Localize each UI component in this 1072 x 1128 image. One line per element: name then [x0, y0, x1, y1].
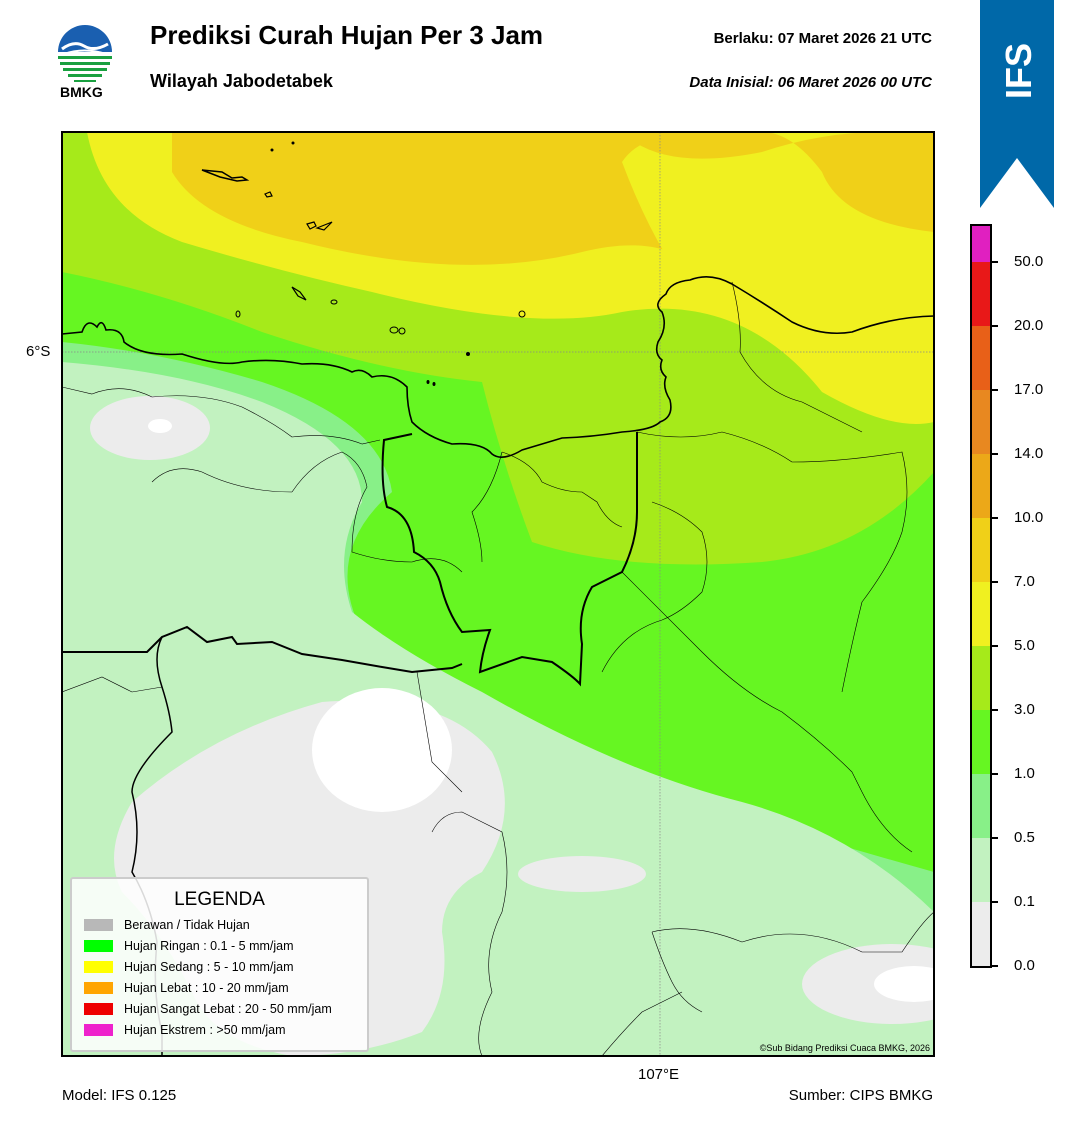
bmkg-logo-icon	[54, 22, 116, 84]
ifs-badge-label: IFS	[998, 43, 1039, 100]
model-label: Model: IFS 0.125	[62, 1087, 177, 1104]
legend-item: Hujan Sedang : 5 - 10 mm/jam	[84, 959, 294, 975]
colorbar-tick	[990, 709, 998, 711]
colorbar-segment	[972, 582, 990, 646]
coastline	[62, 276, 934, 458]
legend-swatch	[84, 940, 113, 952]
logo-text: BMKG	[60, 84, 103, 100]
colorbar-tick	[990, 517, 998, 519]
colorbar-segment	[972, 326, 990, 390]
legend: LEGENDA Berawan / Tidak Hujan Hujan Ring…	[70, 877, 369, 1052]
legend-label: Hujan Ekstrem : >50 mm/jam	[124, 1023, 286, 1037]
colorbar-tick-label: 1.0	[1014, 765, 1035, 782]
source-label: Sumber: CIPS BMKG	[788, 1087, 933, 1104]
init-time: Data Inisial: 06 Maret 2026 00 UTC	[689, 74, 932, 91]
legend-item: Hujan Sangat Lebat : 20 - 50 mm/jam	[84, 1001, 332, 1017]
legend-label: Hujan Sedang : 5 - 10 mm/jam	[124, 960, 294, 974]
colorbar-tick	[990, 389, 998, 391]
colorbar-tick-label: 3.0	[1014, 701, 1035, 718]
colorbar-tick-label: 0.0	[1014, 957, 1035, 974]
colorbar-tick	[990, 645, 998, 647]
colorbar-tick	[990, 837, 998, 839]
colorbar-segment	[972, 262, 990, 326]
colorbar-segment	[972, 518, 990, 582]
colorbar-tick	[990, 453, 998, 455]
rainfall-map: ©Sub Bidang Prediksi Cuaca BMKG, 2026	[62, 132, 934, 1056]
valid-time: Berlaku: 07 Maret 2026 21 UTC	[713, 30, 932, 47]
page-title: Prediksi Curah Hujan Per 3 Jam	[150, 20, 544, 50]
colorbar-tick	[990, 965, 998, 967]
longitude-label: 107°E	[638, 1066, 680, 1083]
colorbar-segment	[972, 838, 990, 902]
colorbar-tick	[990, 901, 998, 903]
colorbar	[970, 224, 992, 968]
legend-title: LEGENDA	[174, 889, 265, 910]
copyright-text: ©Sub Bidang Prediksi Cuaca BMKG, 2026	[760, 1043, 930, 1053]
colorbar-tick-label: 0.1	[1014, 893, 1035, 910]
province-boundary	[381, 432, 638, 687]
latitude-label: 6°S	[26, 343, 51, 360]
colorbar-segment	[972, 454, 990, 518]
legend-label: Hujan Ringan : 0.1 - 5 mm/jam	[124, 939, 294, 953]
colorbar-segment	[972, 390, 990, 454]
legend-label: Hujan Sangat Lebat : 20 - 50 mm/jam	[124, 1002, 332, 1016]
colorbar-tick-label: 0.5	[1014, 829, 1035, 846]
colorbar-tick	[990, 581, 998, 583]
colorbar-segment	[972, 902, 990, 966]
regency-boundaries	[62, 281, 934, 1056]
colorbar-tick-label: 17.0	[1014, 381, 1044, 398]
region-subtitle: Wilayah Jabodetabek	[150, 71, 333, 91]
colorbar-tick-label: 10.0	[1014, 509, 1044, 526]
legend-item: Hujan Lebat : 10 - 20 mm/jam	[84, 980, 289, 996]
legend-item: Hujan Ringan : 0.1 - 5 mm/jam	[84, 938, 294, 954]
colorbar-tick-label: 7.0	[1014, 573, 1035, 590]
legend-item: Hujan Ekstrem : >50 mm/jam	[84, 1022, 286, 1038]
ifs-ribbon-icon	[980, 0, 1054, 208]
legend-item: Berawan / Tidak Hujan	[84, 917, 250, 933]
legend-swatch	[84, 1003, 113, 1015]
colorbar-tick-label: 14.0	[1014, 445, 1044, 462]
colorbar-tick-label: 5.0	[1014, 637, 1035, 654]
legend-swatch	[84, 982, 113, 994]
colorbar-tick	[990, 773, 998, 775]
colorbar-tick-label: 20.0	[1014, 317, 1044, 334]
colorbar-segment	[972, 646, 990, 710]
legend-swatch	[84, 919, 113, 931]
legend-swatch	[84, 961, 113, 973]
legend-label: Hujan Lebat : 10 - 20 mm/jam	[124, 981, 289, 995]
colorbar-segment	[972, 774, 990, 838]
colorbar-tick	[990, 325, 998, 327]
colorbar-segment	[972, 710, 990, 774]
colorbar-tick-label: 50.0	[1014, 253, 1044, 270]
colorbar-segment	[972, 226, 990, 262]
legend-label: Berawan / Tidak Hujan	[124, 918, 250, 932]
legend-swatch	[84, 1024, 113, 1036]
colorbar-tick	[990, 261, 998, 263]
